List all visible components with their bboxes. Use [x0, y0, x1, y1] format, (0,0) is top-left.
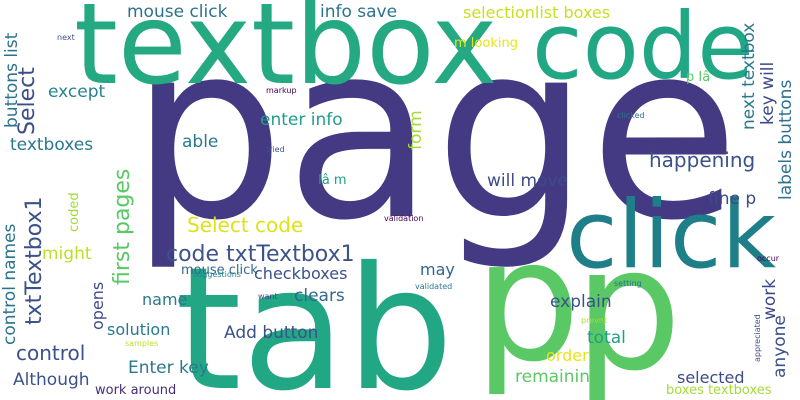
word-enter-key: Enter key — [128, 358, 209, 378]
word-add-button: Add button — [224, 323, 319, 343]
word-info-save: info save — [320, 2, 398, 22]
word-remaining: remaining — [515, 367, 601, 387]
word-selectionlist-boxes: selectionlist boxes — [463, 3, 611, 22]
word-buttons-list: buttons list — [2, 32, 22, 128]
word-enter-info: enter info — [260, 110, 343, 130]
word-work-around: work around — [95, 383, 177, 398]
word-select-code: Select code — [187, 213, 304, 237]
word-although: Although — [13, 370, 90, 390]
word-p-2: p — [574, 211, 682, 400]
word-markup: markup — [266, 86, 297, 95]
word-validation: validation — [384, 214, 424, 223]
word-form: form — [406, 110, 426, 150]
word-fine-p: fine p — [708, 189, 757, 209]
word-mouse-click: mouse click — [127, 2, 228, 22]
word-suggestions: suggestions — [193, 270, 241, 279]
word-prevnt: prevnt — [581, 316, 608, 325]
word-appreciated: appreciated — [753, 314, 762, 362]
word-opens: opens — [88, 281, 107, 330]
word-next: next — [57, 33, 75, 42]
word-textbox: textbox — [74, 0, 498, 110]
word-code: code — [532, 0, 754, 100]
word-want: want — [258, 292, 278, 301]
word-selected: selected — [677, 368, 745, 387]
word-checkboxes: checkboxes — [254, 264, 348, 283]
word-next-textbox: next textbox — [739, 22, 759, 130]
word-key-will: key will — [758, 61, 778, 125]
word-happening: happening — [649, 148, 756, 172]
word-m-looking: m looking — [454, 36, 518, 51]
word-textboxes: textboxes — [10, 135, 94, 155]
word-control-names: control names — [0, 223, 20, 345]
word-tried: tried — [266, 145, 285, 154]
word-name: name — [142, 290, 188, 309]
word-clicked: clicked — [617, 111, 645, 120]
word-except: except — [48, 82, 106, 102]
word-occur: occur — [757, 254, 780, 263]
word-p-ia: p Iâ — [686, 70, 711, 85]
word-clears: clears — [294, 286, 345, 306]
word-will-move: will move — [487, 171, 568, 191]
word-total: total — [587, 328, 626, 348]
word-samples: samples — [125, 339, 159, 348]
word-boxes-textboxes: boxes textboxes — [666, 383, 772, 398]
word-validated: validated — [415, 282, 453, 291]
word-solution: solution — [107, 320, 171, 339]
word-page: page — [130, 0, 740, 274]
word-work: work — [760, 278, 780, 320]
word-click: click — [566, 181, 777, 290]
word-ia-m: Iâ m — [318, 173, 347, 188]
word-mouse-click-bottom: mouse click — [181, 263, 258, 278]
word-labels-buttons: labels buttons — [776, 79, 796, 200]
word-tab: tab — [175, 231, 454, 400]
word-explain: explain — [550, 292, 612, 312]
word-first-pages: first pages — [110, 168, 135, 285]
word-anyone: anyone — [770, 315, 790, 378]
word-able: able — [182, 132, 219, 152]
word-control: control — [16, 341, 86, 365]
word-coded: coded — [67, 192, 82, 232]
word-setting: setting — [614, 279, 642, 288]
word-p-1: p — [474, 203, 581, 399]
word-might: might — [42, 244, 92, 264]
word-may: may — [420, 260, 455, 279]
word-code-txttextbox1: code txtTextbox1 — [166, 242, 355, 267]
word-order: order — [546, 346, 589, 365]
